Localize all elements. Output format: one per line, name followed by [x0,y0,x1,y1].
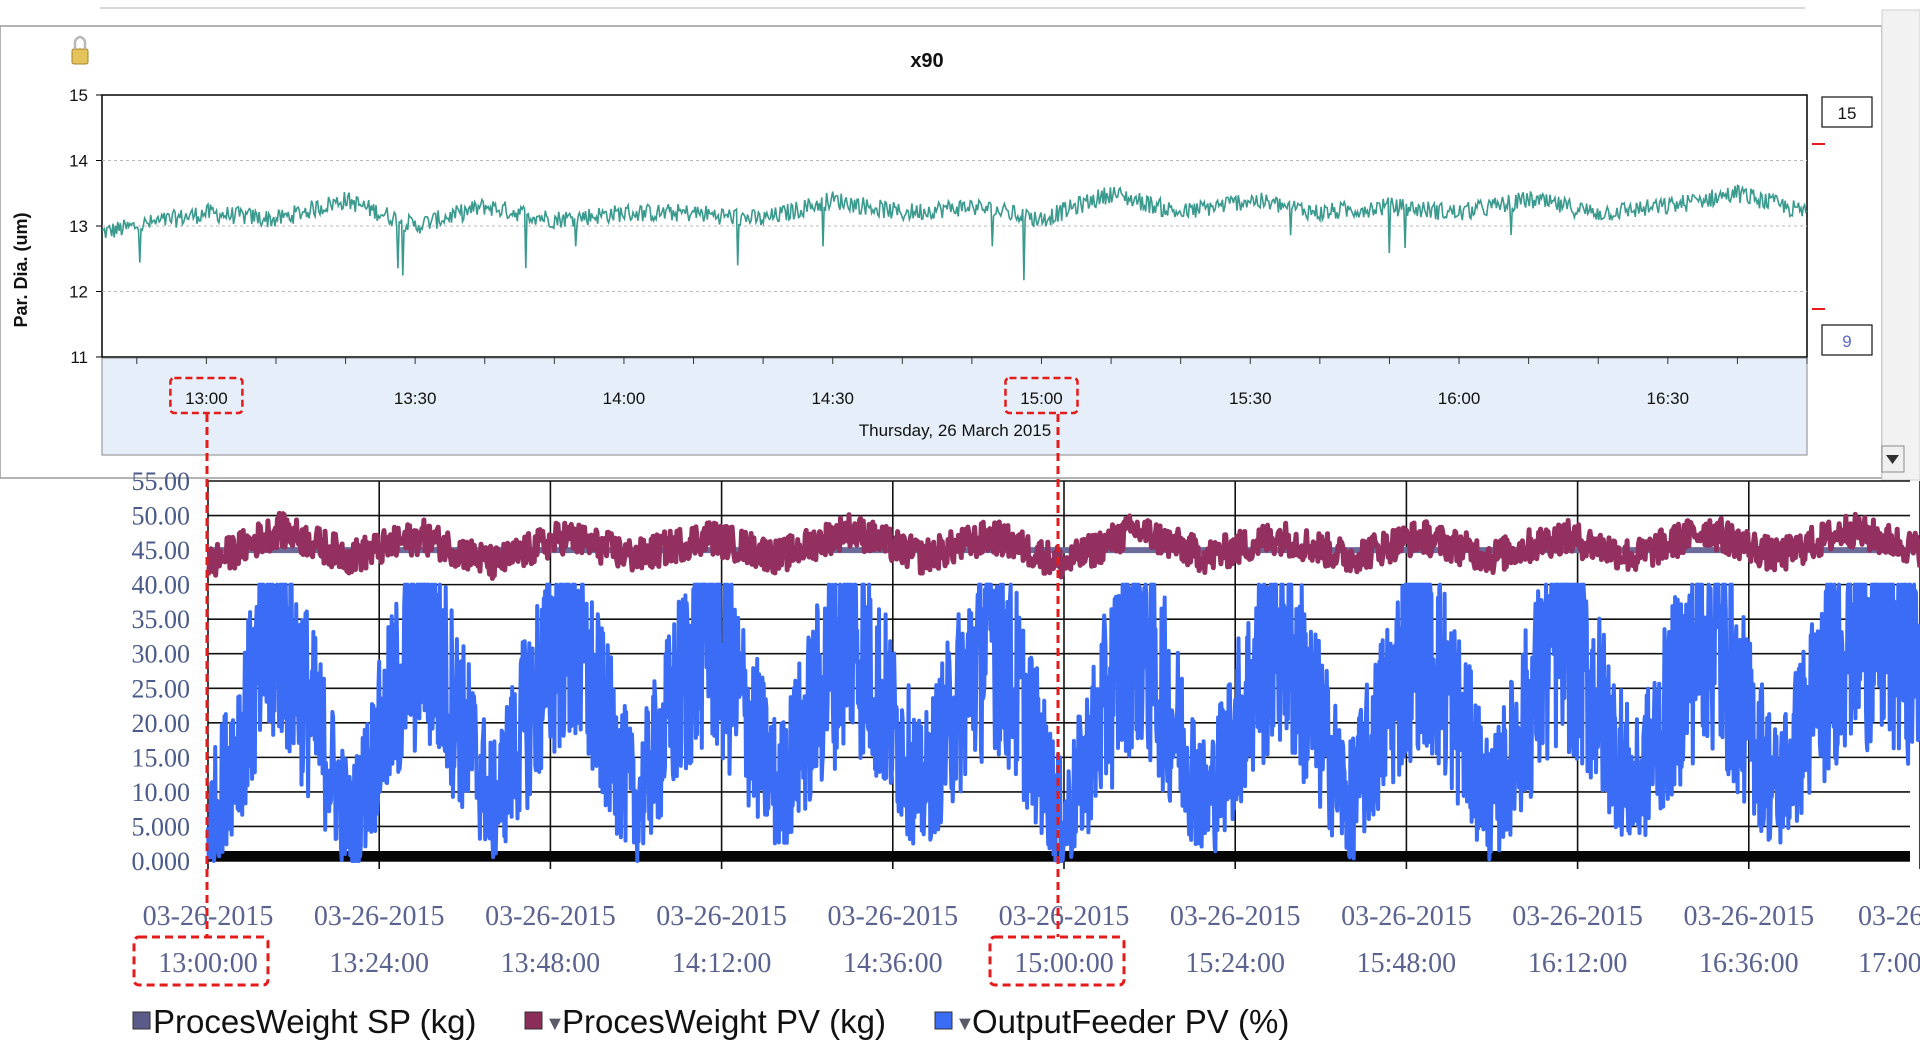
legend-marker-icon: ▼ [955,1013,975,1035]
top-y-tick-label: 14 [69,152,88,171]
right-value-box-top: 15 [1821,96,1873,128]
bottom-x-tick-date: 03-26-2015 [314,901,445,932]
bottom-y-tick-label: 10.00 [132,778,191,807]
bottom-y-tick-label: 55.00 [132,467,191,496]
outputfeeder-pv-series-line [206,582,1920,863]
top-x-tick-label: 16:00 [1438,389,1481,408]
top-x-tick-label: 13:00 [185,389,228,408]
scroll-down-arrow-icon[interactable] [1881,445,1905,473]
svg-text:9: 9 [1842,332,1851,351]
top-y-tick-label: 15 [69,86,88,105]
bottom-y-tick-label: 30.00 [132,640,191,669]
top-time-axis-band [101,357,1808,456]
bottom-x-tick-date: 03-26-2015 [999,901,1130,932]
bottom-x-tick-time: 14:12:00 [672,948,772,979]
top-grid [102,160,1807,292]
bottom-x-tick-time: 15:48:00 [1357,948,1457,979]
top-x-tick-label: 14:00 [603,389,646,408]
bottom-x-tick-date: 03-26 [1858,901,1920,932]
bottom-highlight-box [132,935,270,987]
bottom-x-tick-time: 13:48:00 [501,948,601,979]
legend-marker-icon: ▼ [545,1013,565,1035]
bottom-y-tick-label: 5.000 [132,812,191,841]
bottom-y-ticks: 0.000 5.000 10.00 15.00 20.00 25.00 30.00 35.00… [132,467,191,876]
bottom-y-tick-label: 45.00 [132,536,191,565]
top-y-ticks: 11 12 13 14 15 [69,86,102,367]
bottom-x-tick-date: 03-26-2015 [485,901,616,932]
bottom-x-tick-time: 16:36:00 [1699,948,1799,979]
bottom-y-tick-label: 40.00 [132,571,191,600]
legend-swatch [934,1011,953,1030]
legend-label: OutputFeeder PV (%) [972,1003,1289,1040]
bottom-y-tick-label: 15.00 [132,743,191,772]
top-chart-title: x90 [910,50,943,72]
bottom-x-tick-date: 03-26-2015 [1683,901,1814,932]
top-x-tick-label: 15:00 [1020,389,1063,408]
svg-text:15: 15 [1838,104,1857,123]
top-highlight-box [169,376,244,415]
legend-label: ProcesWeight SP (kg) [153,1003,476,1040]
top-y-tick-label: 12 [69,283,88,302]
bottom-legend: ProcesWeight SP (kg) ▼ProcesWeight PV (kg… [132,1003,1289,1040]
bottom-x-tick-date: 03-26-2015 [656,901,787,932]
bottom-y-tick-label: 25.00 [132,674,191,703]
bottom-x-tick-time: 17:00 [1858,948,1920,979]
bottom-x-tick-date: 03-26-2015 [1341,901,1472,932]
top-x-tick-label: 15:30 [1229,389,1272,408]
processweight-pv-series-line [205,510,1920,581]
bottom-y-tick-label: 0.000 [132,847,191,876]
bottom-chart-panel: 0.000 5.000 10.00 15.00 20.00 25.00 30.00 35.00… [132,467,1920,1040]
top-x-ticks: 13:00 13:30 14:00 14:30 15:00 15:30 16:00 16:30 [136,357,1808,408]
bottom-x-tick-time: 13:00:00 [158,948,258,979]
bottom-y-tick-label: 20.00 [132,709,191,738]
bottom-x-tick-date: 03-26-2015 [827,901,958,932]
top-x-tick-label: 13:30 [394,389,437,408]
legend-label: ProcesWeight PV (kg) [562,1003,886,1040]
bottom-x-ticks: 03-26-2015 13:00:00 03-26-2015 13:24:00 03-2… [143,901,1920,979]
bottom-x-tick-time: 14:36:00 [843,948,943,979]
top-x-tick-label: 16:30 [1647,389,1690,408]
top-series-layer [101,184,1808,281]
right-value-box-bottom: 9 [1821,324,1873,356]
x90-series-line [101,184,1808,281]
bottom-x-tick-date: 03-26-2015 [1170,901,1301,932]
bottom-x-tick-time: 15:24:00 [1185,948,1285,979]
bottom-x-tick-time: 13:24:00 [329,948,429,979]
bottom-y-tick-label: 35.00 [132,605,191,634]
lock-icon[interactable] [71,35,89,65]
highlight-annotations [132,376,1126,987]
top-y-tick-label: 11 [70,348,88,367]
bottom-x-tick-time: 16:12:00 [1528,948,1628,979]
scrollbar-track[interactable] [1881,9,1920,481]
top-highlight-box [1004,376,1079,415]
bottom-x-tick-date: 03-26-2015 [1512,901,1643,932]
legend-swatch [524,1011,543,1030]
bottom-highlight-box [988,935,1126,987]
bottom-x-tick-time: 15:00:00 [1014,948,1114,979]
top-date-label: Thursday, 26 March 2015 [859,421,1051,440]
bottom-y-tick-label: 50.00 [132,502,191,531]
top-y-axis-label: Par. Dia. (um) [11,212,31,327]
legend-swatch [132,1011,151,1030]
top-chart-panel: x90 Par. Dia. (um) 11 12 13 14 15 13:00 13:30… [0,7,1920,481]
bottom-series-layer [205,510,1920,863]
top-x-tick-label: 14:30 [811,389,854,408]
top-y-tick-label: 13 [69,217,88,236]
